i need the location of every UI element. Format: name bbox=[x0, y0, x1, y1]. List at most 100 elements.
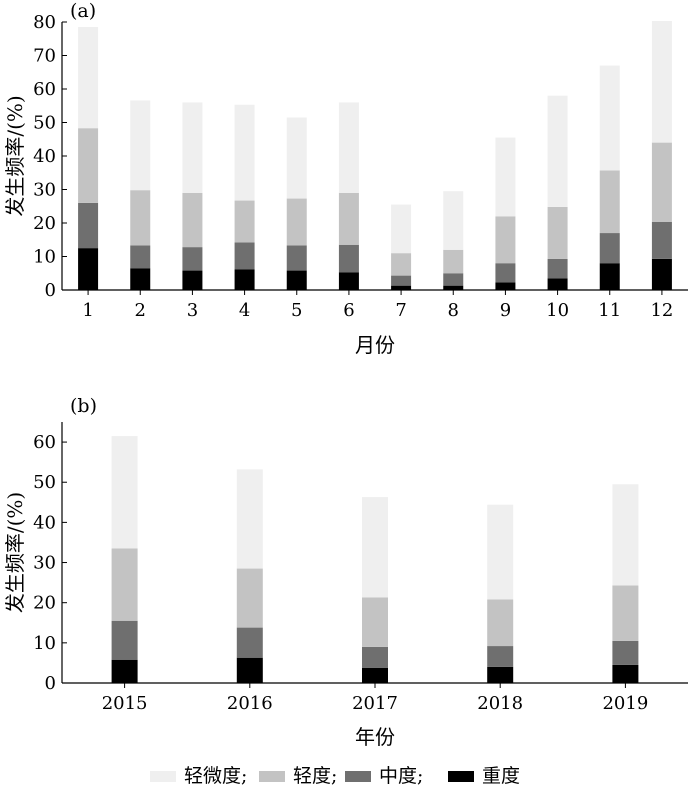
bar-segment bbox=[286, 117, 307, 199]
bar-segment bbox=[599, 263, 620, 290]
bar-segment bbox=[547, 258, 568, 279]
bar-segment bbox=[495, 263, 516, 283]
bar-segment bbox=[78, 128, 99, 203]
bar-segment bbox=[547, 278, 568, 290]
panel-label: (a) bbox=[70, 0, 96, 22]
x-tick-label: 1 bbox=[82, 300, 93, 321]
x-tick-label: 2 bbox=[135, 300, 146, 321]
y-tick-label: 20 bbox=[33, 593, 56, 614]
bar-segment bbox=[234, 242, 255, 270]
legend-label: 重度 bbox=[482, 765, 520, 787]
y-tick-label: 10 bbox=[33, 247, 56, 268]
bar-segment bbox=[495, 137, 516, 217]
bar-segment bbox=[599, 170, 620, 234]
bar-segment bbox=[236, 568, 263, 628]
x-tick-label: 6 bbox=[343, 300, 354, 321]
legend-label: 轻微度; bbox=[184, 765, 247, 787]
bar-segment bbox=[111, 620, 138, 660]
bar-segment bbox=[286, 198, 307, 246]
legend-swatch bbox=[345, 771, 371, 782]
y-tick-label: 30 bbox=[33, 553, 56, 574]
bar-segment bbox=[182, 192, 203, 248]
bar-segment bbox=[236, 469, 263, 569]
bar-segment bbox=[338, 272, 359, 290]
bar-segment bbox=[338, 102, 359, 193]
bar-segment bbox=[286, 245, 307, 271]
y-tick-label: 20 bbox=[33, 213, 56, 234]
y-tick-label: 50 bbox=[33, 113, 56, 134]
y-tick-label: 30 bbox=[33, 180, 56, 201]
bar-segment bbox=[547, 95, 568, 207]
bar-segment bbox=[130, 268, 151, 290]
bar-segment bbox=[111, 659, 138, 683]
bar-segment bbox=[182, 102, 203, 193]
y-tick-label: 10 bbox=[33, 633, 56, 654]
x-tick-label: 7 bbox=[395, 300, 406, 321]
bar-segment bbox=[651, 142, 672, 222]
y-tick-label: 80 bbox=[33, 12, 56, 33]
bar-segment bbox=[111, 436, 138, 549]
bar-segment bbox=[236, 627, 263, 658]
x-tick-label: 2017 bbox=[352, 693, 398, 714]
y-tick-label: 0 bbox=[45, 673, 56, 694]
bar-segment bbox=[286, 270, 307, 290]
bar-segment bbox=[599, 233, 620, 264]
x-tick-label: 10 bbox=[546, 300, 569, 321]
bar-segment bbox=[78, 248, 99, 290]
bar-segment bbox=[612, 484, 639, 586]
bar-segment bbox=[236, 657, 263, 683]
bar-segment bbox=[234, 269, 255, 290]
bar-segment bbox=[234, 104, 255, 201]
bar-segment bbox=[651, 258, 672, 290]
bar-segment bbox=[443, 249, 464, 274]
x-tick-label: 3 bbox=[187, 300, 198, 321]
bar-segment bbox=[234, 200, 255, 243]
x-tick-label: 12 bbox=[650, 300, 673, 321]
x-tick-label: 9 bbox=[500, 300, 511, 321]
bar-segment bbox=[443, 273, 464, 286]
y-tick-label: 70 bbox=[33, 46, 56, 67]
bar-segment bbox=[182, 270, 203, 290]
x-tick-label: 8 bbox=[448, 300, 459, 321]
bar-segment bbox=[443, 285, 464, 290]
bar-segment bbox=[495, 216, 516, 264]
panel-label: (b) bbox=[70, 395, 97, 417]
legend-swatch bbox=[259, 771, 285, 782]
bar-segment bbox=[111, 548, 138, 621]
bar-segment bbox=[487, 504, 514, 600]
bar-segment bbox=[130, 245, 151, 269]
bar-segment bbox=[362, 667, 388, 683]
bar-segment bbox=[651, 20, 672, 143]
y-tick-label: 60 bbox=[33, 432, 56, 453]
bar-segment bbox=[391, 253, 412, 276]
bar-segment bbox=[612, 585, 639, 641]
bar-segment bbox=[495, 282, 516, 290]
bar-segment bbox=[338, 192, 359, 245]
bar-segment bbox=[78, 27, 99, 129]
x-tick-label: 2018 bbox=[477, 693, 523, 714]
bar-segment bbox=[391, 204, 412, 254]
bar-segment bbox=[612, 640, 639, 665]
bar-segment bbox=[487, 646, 514, 667]
panel-b-chart: (b) 0 10 20 30 40 50 60 2015 2016 2017 2018 2019 年份 发生… bbox=[3, 395, 688, 749]
y-tick-label: 40 bbox=[33, 512, 56, 533]
legend: 轻微度; 轻度; 中度; 重度 bbox=[150, 765, 520, 787]
x-tick-label: 4 bbox=[239, 300, 250, 321]
bar-segment bbox=[362, 646, 388, 668]
bar-segment bbox=[443, 191, 464, 250]
bar-segment bbox=[182, 247, 203, 271]
bar-segment bbox=[130, 100, 151, 191]
x-axis-title: 年份 bbox=[355, 725, 395, 749]
legend-label: 中度; bbox=[379, 765, 423, 787]
y-tick-label: 60 bbox=[33, 79, 56, 100]
bar-segment bbox=[130, 190, 151, 246]
x-tick-label: 2016 bbox=[227, 693, 273, 714]
bar-segment bbox=[487, 666, 514, 683]
bar-segment bbox=[362, 497, 388, 598]
bar-segment bbox=[78, 202, 99, 249]
bar-segment bbox=[338, 244, 359, 273]
x-tick-label: 5 bbox=[291, 300, 302, 321]
bar-segment bbox=[391, 275, 412, 286]
